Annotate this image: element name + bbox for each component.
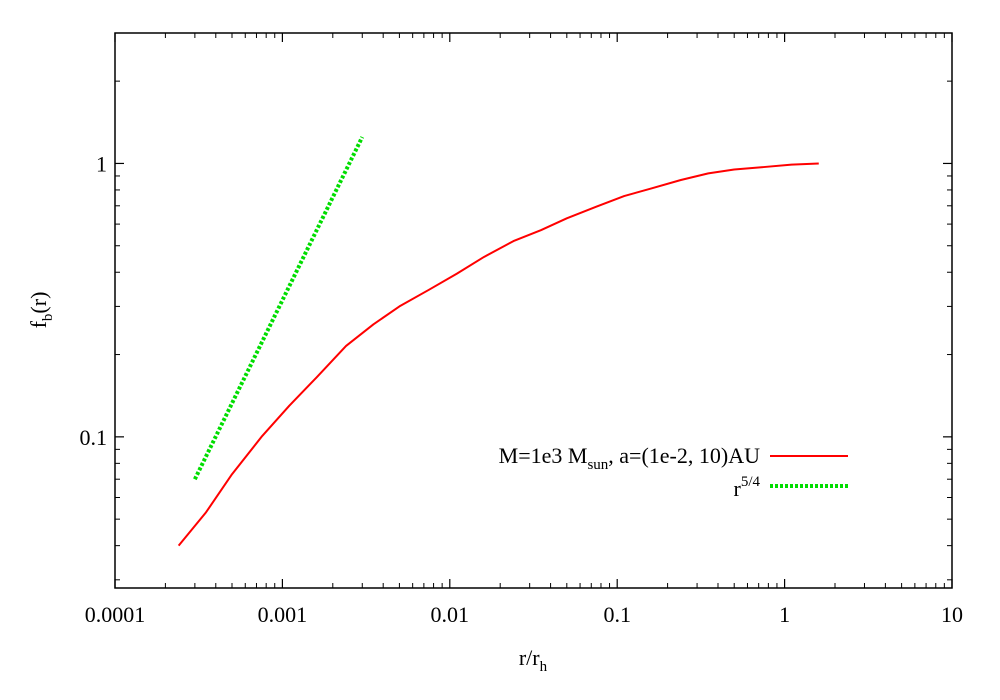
x-tick-label: 0.0001: [85, 602, 146, 627]
x-tick-label: 10: [941, 602, 963, 627]
legend-label-series-1: M=1e3 Msun, a=(1e-2, 10)AU: [499, 443, 760, 473]
series-line-1: [177, 162, 819, 547]
legend: M=1e3 Msun, a=(1e-2, 10)AU r5/4: [499, 443, 848, 501]
x-tick-label: 1: [779, 602, 790, 627]
y-tick-label: 0.1: [80, 425, 108, 450]
series-layer: [177, 136, 819, 547]
x-tick-label: 0.001: [258, 602, 308, 627]
y-axis-title: fb(r): [26, 292, 56, 329]
series-line-2: [193, 136, 365, 481]
x-tick-label: 0.1: [603, 602, 631, 627]
plot-frame: [114, 32, 953, 589]
x-axis-title: r/rh: [519, 645, 548, 675]
x-tick-label: 0.01: [431, 602, 470, 627]
axis-ticks: 0.0001 0.001 0.01 0.1 1 10 0.1 1: [80, 33, 963, 627]
y-tick-label: 1: [96, 151, 107, 176]
legend-label-series-2: r5/4: [734, 474, 761, 501]
